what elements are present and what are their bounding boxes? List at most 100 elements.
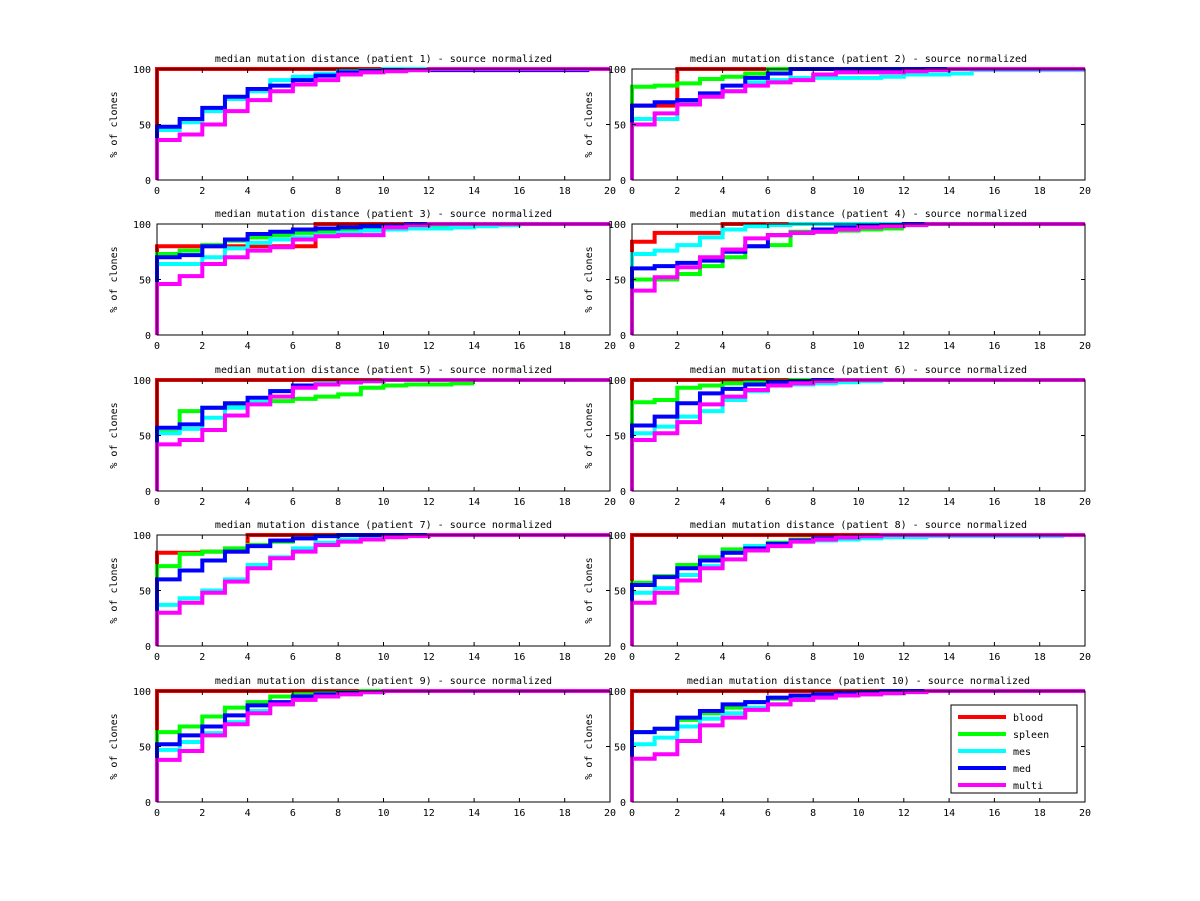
x-tick-label: 16 xyxy=(988,341,1000,352)
y-tick-label: 100 xyxy=(133,687,151,698)
y-axis-label: % of clones xyxy=(584,557,595,623)
x-tick-label: 6 xyxy=(290,497,296,508)
legend: blood spleen mes med multi xyxy=(950,704,1078,794)
x-tick-label: 0 xyxy=(154,341,160,352)
x-tick-label: 6 xyxy=(765,497,771,508)
x-tick-label: 6 xyxy=(290,341,296,352)
series-line-med xyxy=(630,378,1085,491)
x-tick-label: 8 xyxy=(810,808,816,819)
series-line-med xyxy=(155,533,610,646)
x-tick-label: 16 xyxy=(513,186,525,197)
y-tick-label: 0 xyxy=(620,798,626,809)
x-tick-label: 18 xyxy=(1034,652,1046,663)
x-tick-label: 12 xyxy=(423,497,435,508)
x-tick-label: 10 xyxy=(852,652,864,663)
x-tick-label: 14 xyxy=(468,808,480,819)
subplot-patient-1: 0 2 4 6 8 10 12 14 16 18 20 0 50 100 median mutation d… xyxy=(109,54,616,197)
x-tick-label: 12 xyxy=(898,652,910,663)
x-tick-label: 0 xyxy=(629,497,635,508)
x-tick-label: 12 xyxy=(423,186,435,197)
x-tick-label: 12 xyxy=(423,652,435,663)
legend-label-med: med xyxy=(1013,764,1031,775)
y-axis-label: % of clones xyxy=(584,246,595,312)
x-tick-label: 20 xyxy=(1079,341,1091,352)
x-tick-label: 2 xyxy=(199,652,205,663)
x-tick-label: 2 xyxy=(674,341,680,352)
x-tick-label: 20 xyxy=(604,497,616,508)
x-tick-label: 2 xyxy=(674,652,680,663)
y-axis-label: % of clones xyxy=(584,713,595,779)
x-tick-label: 14 xyxy=(468,341,480,352)
x-tick-label: 14 xyxy=(943,341,955,352)
legend-box xyxy=(950,704,1078,794)
x-tick-label: 18 xyxy=(1034,497,1046,508)
x-tick-label: 8 xyxy=(335,341,341,352)
x-tick-label: 14 xyxy=(468,652,480,663)
x-tick-label: 4 xyxy=(720,808,726,819)
x-tick-label: 2 xyxy=(199,186,205,197)
y-tick-label: 0 xyxy=(145,642,151,653)
plot-area xyxy=(632,535,1085,646)
x-tick-label: 16 xyxy=(988,186,1000,197)
x-tick-label: 8 xyxy=(335,497,341,508)
plot-area xyxy=(157,69,610,180)
y-tick-label: 0 xyxy=(145,487,151,498)
subplot-title: median mutation distance (patient 3) - s… xyxy=(215,209,552,220)
subplot-patient-4: 0 2 4 6 8 10 12 14 16 18 20 0 50 100 median mutation d… xyxy=(584,209,1091,352)
x-tick-label: 18 xyxy=(559,808,571,819)
x-tick-label: 6 xyxy=(765,341,771,352)
x-tick-label: 14 xyxy=(468,186,480,197)
subplot-title: median mutation distance (patient 9) - s… xyxy=(215,676,552,687)
x-tick-label: 18 xyxy=(559,186,571,197)
x-tick-label: 10 xyxy=(852,808,864,819)
x-tick-label: 14 xyxy=(943,808,955,819)
x-tick-label: 10 xyxy=(377,497,389,508)
series-line-mes xyxy=(630,222,1085,335)
y-tick-label: 100 xyxy=(608,531,626,542)
x-tick-label: 4 xyxy=(720,186,726,197)
y-tick-label: 100 xyxy=(133,376,151,387)
x-tick-label: 18 xyxy=(1034,341,1046,352)
x-tick-label: 4 xyxy=(245,341,251,352)
x-tick-label: 10 xyxy=(852,497,864,508)
y-tick-label: 0 xyxy=(620,331,626,342)
y-tick-label: 50 xyxy=(614,587,626,598)
x-tick-label: 10 xyxy=(377,186,389,197)
x-tick-label: 16 xyxy=(988,497,1000,508)
legend-label-multi: multi xyxy=(1013,781,1043,792)
x-tick-label: 6 xyxy=(765,652,771,663)
legend-label-mes: mes xyxy=(1013,747,1031,758)
x-tick-label: 8 xyxy=(810,186,816,197)
x-tick-label: 18 xyxy=(1034,186,1046,197)
x-tick-label: 0 xyxy=(629,341,635,352)
y-tick-label: 50 xyxy=(614,276,626,287)
subplot-patient-6: 0 2 4 6 8 10 12 14 16 18 20 0 50 100 median mutation d… xyxy=(584,365,1091,508)
legend-label-blood: blood xyxy=(1013,713,1043,724)
x-tick-label: 6 xyxy=(290,186,296,197)
x-tick-label: 6 xyxy=(290,652,296,663)
y-tick-label: 100 xyxy=(608,376,626,387)
y-tick-label: 50 xyxy=(614,121,626,132)
x-tick-label: 18 xyxy=(559,497,571,508)
x-tick-label: 20 xyxy=(1079,808,1091,819)
subplot-title: median mutation distance (patient 5) - s… xyxy=(215,365,552,376)
x-tick-label: 4 xyxy=(245,186,251,197)
x-tick-label: 12 xyxy=(898,341,910,352)
x-tick-label: 14 xyxy=(943,652,955,663)
x-tick-label: 12 xyxy=(423,808,435,819)
y-tick-label: 50 xyxy=(139,276,151,287)
x-tick-label: 4 xyxy=(720,652,726,663)
y-axis-label: % of clones xyxy=(109,557,120,623)
series-line-multi xyxy=(630,222,1085,335)
legend-label-spleen: spleen xyxy=(1013,730,1049,741)
x-tick-label: 0 xyxy=(154,497,160,508)
x-tick-label: 20 xyxy=(604,808,616,819)
x-tick-label: 4 xyxy=(245,652,251,663)
y-axis-label: % of clones xyxy=(584,91,595,157)
x-tick-label: 16 xyxy=(513,341,525,352)
subplot-patient-7: 0 2 4 6 8 10 12 14 16 18 20 0 50 100 median mutation d… xyxy=(109,520,616,663)
y-tick-label: 0 xyxy=(620,487,626,498)
x-tick-label: 16 xyxy=(513,497,525,508)
x-tick-label: 2 xyxy=(199,341,205,352)
series-line-multi xyxy=(155,222,610,335)
